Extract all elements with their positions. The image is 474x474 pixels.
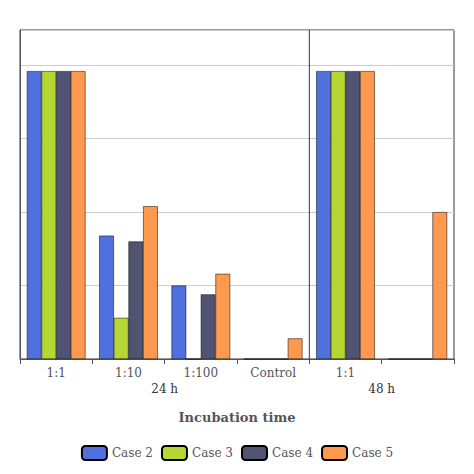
svg-text:1:100: 1:100: [184, 366, 219, 380]
svg-text:24 h: 24 h: [151, 382, 178, 396]
svg-text:1:10: 1:10: [115, 366, 142, 380]
svg-text:Case 2: Case 2: [112, 446, 153, 460]
svg-text:48 h: 48 h: [368, 382, 395, 396]
svg-text:1:1: 1:1: [47, 366, 66, 380]
svg-text:Case 5: Case 5: [352, 446, 393, 460]
svg-text:1:1: 1:1: [336, 366, 355, 380]
svg-text:Control: Control: [250, 366, 296, 380]
svg-text:Case 3: Case 3: [192, 446, 233, 460]
svg-text:Case 4: Case 4: [272, 446, 313, 460]
svg-text:Incubation time: Incubation time: [179, 410, 296, 425]
